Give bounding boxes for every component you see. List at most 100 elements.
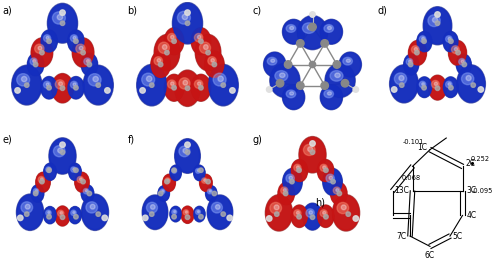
Ellipse shape (46, 167, 51, 172)
Circle shape (158, 191, 163, 196)
Circle shape (346, 212, 350, 216)
Ellipse shape (32, 185, 44, 202)
Ellipse shape (206, 186, 216, 201)
Circle shape (310, 215, 315, 220)
Circle shape (324, 168, 328, 173)
Ellipse shape (404, 54, 419, 75)
Ellipse shape (448, 37, 450, 40)
Ellipse shape (172, 209, 176, 214)
Circle shape (24, 212, 29, 216)
Ellipse shape (46, 36, 49, 39)
Ellipse shape (329, 176, 332, 180)
Ellipse shape (86, 190, 87, 192)
Text: 2C: 2C (465, 159, 475, 168)
Ellipse shape (81, 185, 94, 202)
Ellipse shape (154, 34, 180, 71)
Ellipse shape (434, 82, 438, 85)
Ellipse shape (69, 164, 81, 180)
Circle shape (435, 12, 440, 17)
Circle shape (408, 62, 413, 67)
Ellipse shape (291, 159, 308, 182)
Ellipse shape (390, 65, 418, 103)
Circle shape (341, 79, 348, 87)
Ellipse shape (83, 65, 114, 105)
Ellipse shape (449, 41, 466, 65)
Ellipse shape (82, 185, 94, 202)
Ellipse shape (417, 77, 432, 97)
Ellipse shape (462, 73, 474, 85)
Circle shape (185, 10, 190, 15)
Ellipse shape (284, 189, 286, 192)
Ellipse shape (50, 139, 76, 173)
Ellipse shape (343, 57, 352, 65)
Ellipse shape (264, 53, 285, 76)
Circle shape (310, 61, 316, 68)
Ellipse shape (56, 206, 70, 225)
Ellipse shape (200, 175, 212, 191)
Ellipse shape (73, 211, 75, 214)
Ellipse shape (186, 211, 188, 213)
Ellipse shape (75, 173, 89, 192)
Ellipse shape (346, 59, 350, 62)
Ellipse shape (48, 3, 78, 43)
Ellipse shape (195, 34, 221, 71)
Ellipse shape (196, 209, 200, 214)
Circle shape (60, 150, 65, 155)
Ellipse shape (424, 7, 451, 44)
Ellipse shape (270, 64, 300, 97)
Circle shape (448, 39, 453, 44)
Circle shape (140, 88, 145, 93)
Ellipse shape (164, 74, 184, 101)
Ellipse shape (328, 92, 332, 95)
Circle shape (81, 50, 86, 55)
Ellipse shape (164, 28, 184, 54)
Ellipse shape (408, 60, 412, 63)
Ellipse shape (28, 53, 44, 76)
Circle shape (321, 40, 328, 47)
Ellipse shape (138, 65, 166, 105)
Ellipse shape (446, 81, 452, 88)
Ellipse shape (41, 30, 57, 52)
Ellipse shape (56, 206, 70, 226)
Ellipse shape (318, 159, 334, 182)
Ellipse shape (328, 26, 332, 30)
Circle shape (198, 214, 203, 219)
Ellipse shape (303, 204, 322, 230)
Ellipse shape (206, 186, 217, 201)
Ellipse shape (41, 77, 57, 99)
Circle shape (150, 83, 154, 87)
Ellipse shape (158, 186, 170, 201)
Ellipse shape (176, 140, 200, 173)
Circle shape (456, 50, 460, 55)
Circle shape (60, 21, 65, 26)
Ellipse shape (318, 160, 334, 181)
Ellipse shape (456, 65, 486, 103)
Ellipse shape (409, 41, 426, 65)
Ellipse shape (58, 148, 62, 153)
Ellipse shape (198, 211, 200, 213)
Circle shape (266, 87, 272, 92)
Ellipse shape (422, 83, 424, 85)
Ellipse shape (73, 83, 76, 86)
Text: -0.101: -0.101 (403, 139, 424, 145)
Ellipse shape (68, 163, 82, 181)
Ellipse shape (330, 182, 347, 205)
Ellipse shape (429, 76, 446, 100)
Ellipse shape (282, 85, 305, 110)
Ellipse shape (172, 3, 203, 44)
Ellipse shape (330, 71, 343, 81)
Ellipse shape (170, 165, 181, 181)
Ellipse shape (290, 26, 294, 30)
Ellipse shape (335, 73, 340, 77)
Circle shape (150, 212, 154, 216)
Ellipse shape (69, 207, 81, 223)
Text: 7C: 7C (396, 232, 406, 240)
Ellipse shape (52, 12, 66, 24)
Ellipse shape (52, 74, 74, 103)
Ellipse shape (182, 14, 188, 20)
Circle shape (310, 141, 316, 146)
Ellipse shape (207, 195, 233, 230)
Ellipse shape (423, 7, 452, 45)
Ellipse shape (198, 82, 201, 85)
Ellipse shape (422, 37, 424, 40)
